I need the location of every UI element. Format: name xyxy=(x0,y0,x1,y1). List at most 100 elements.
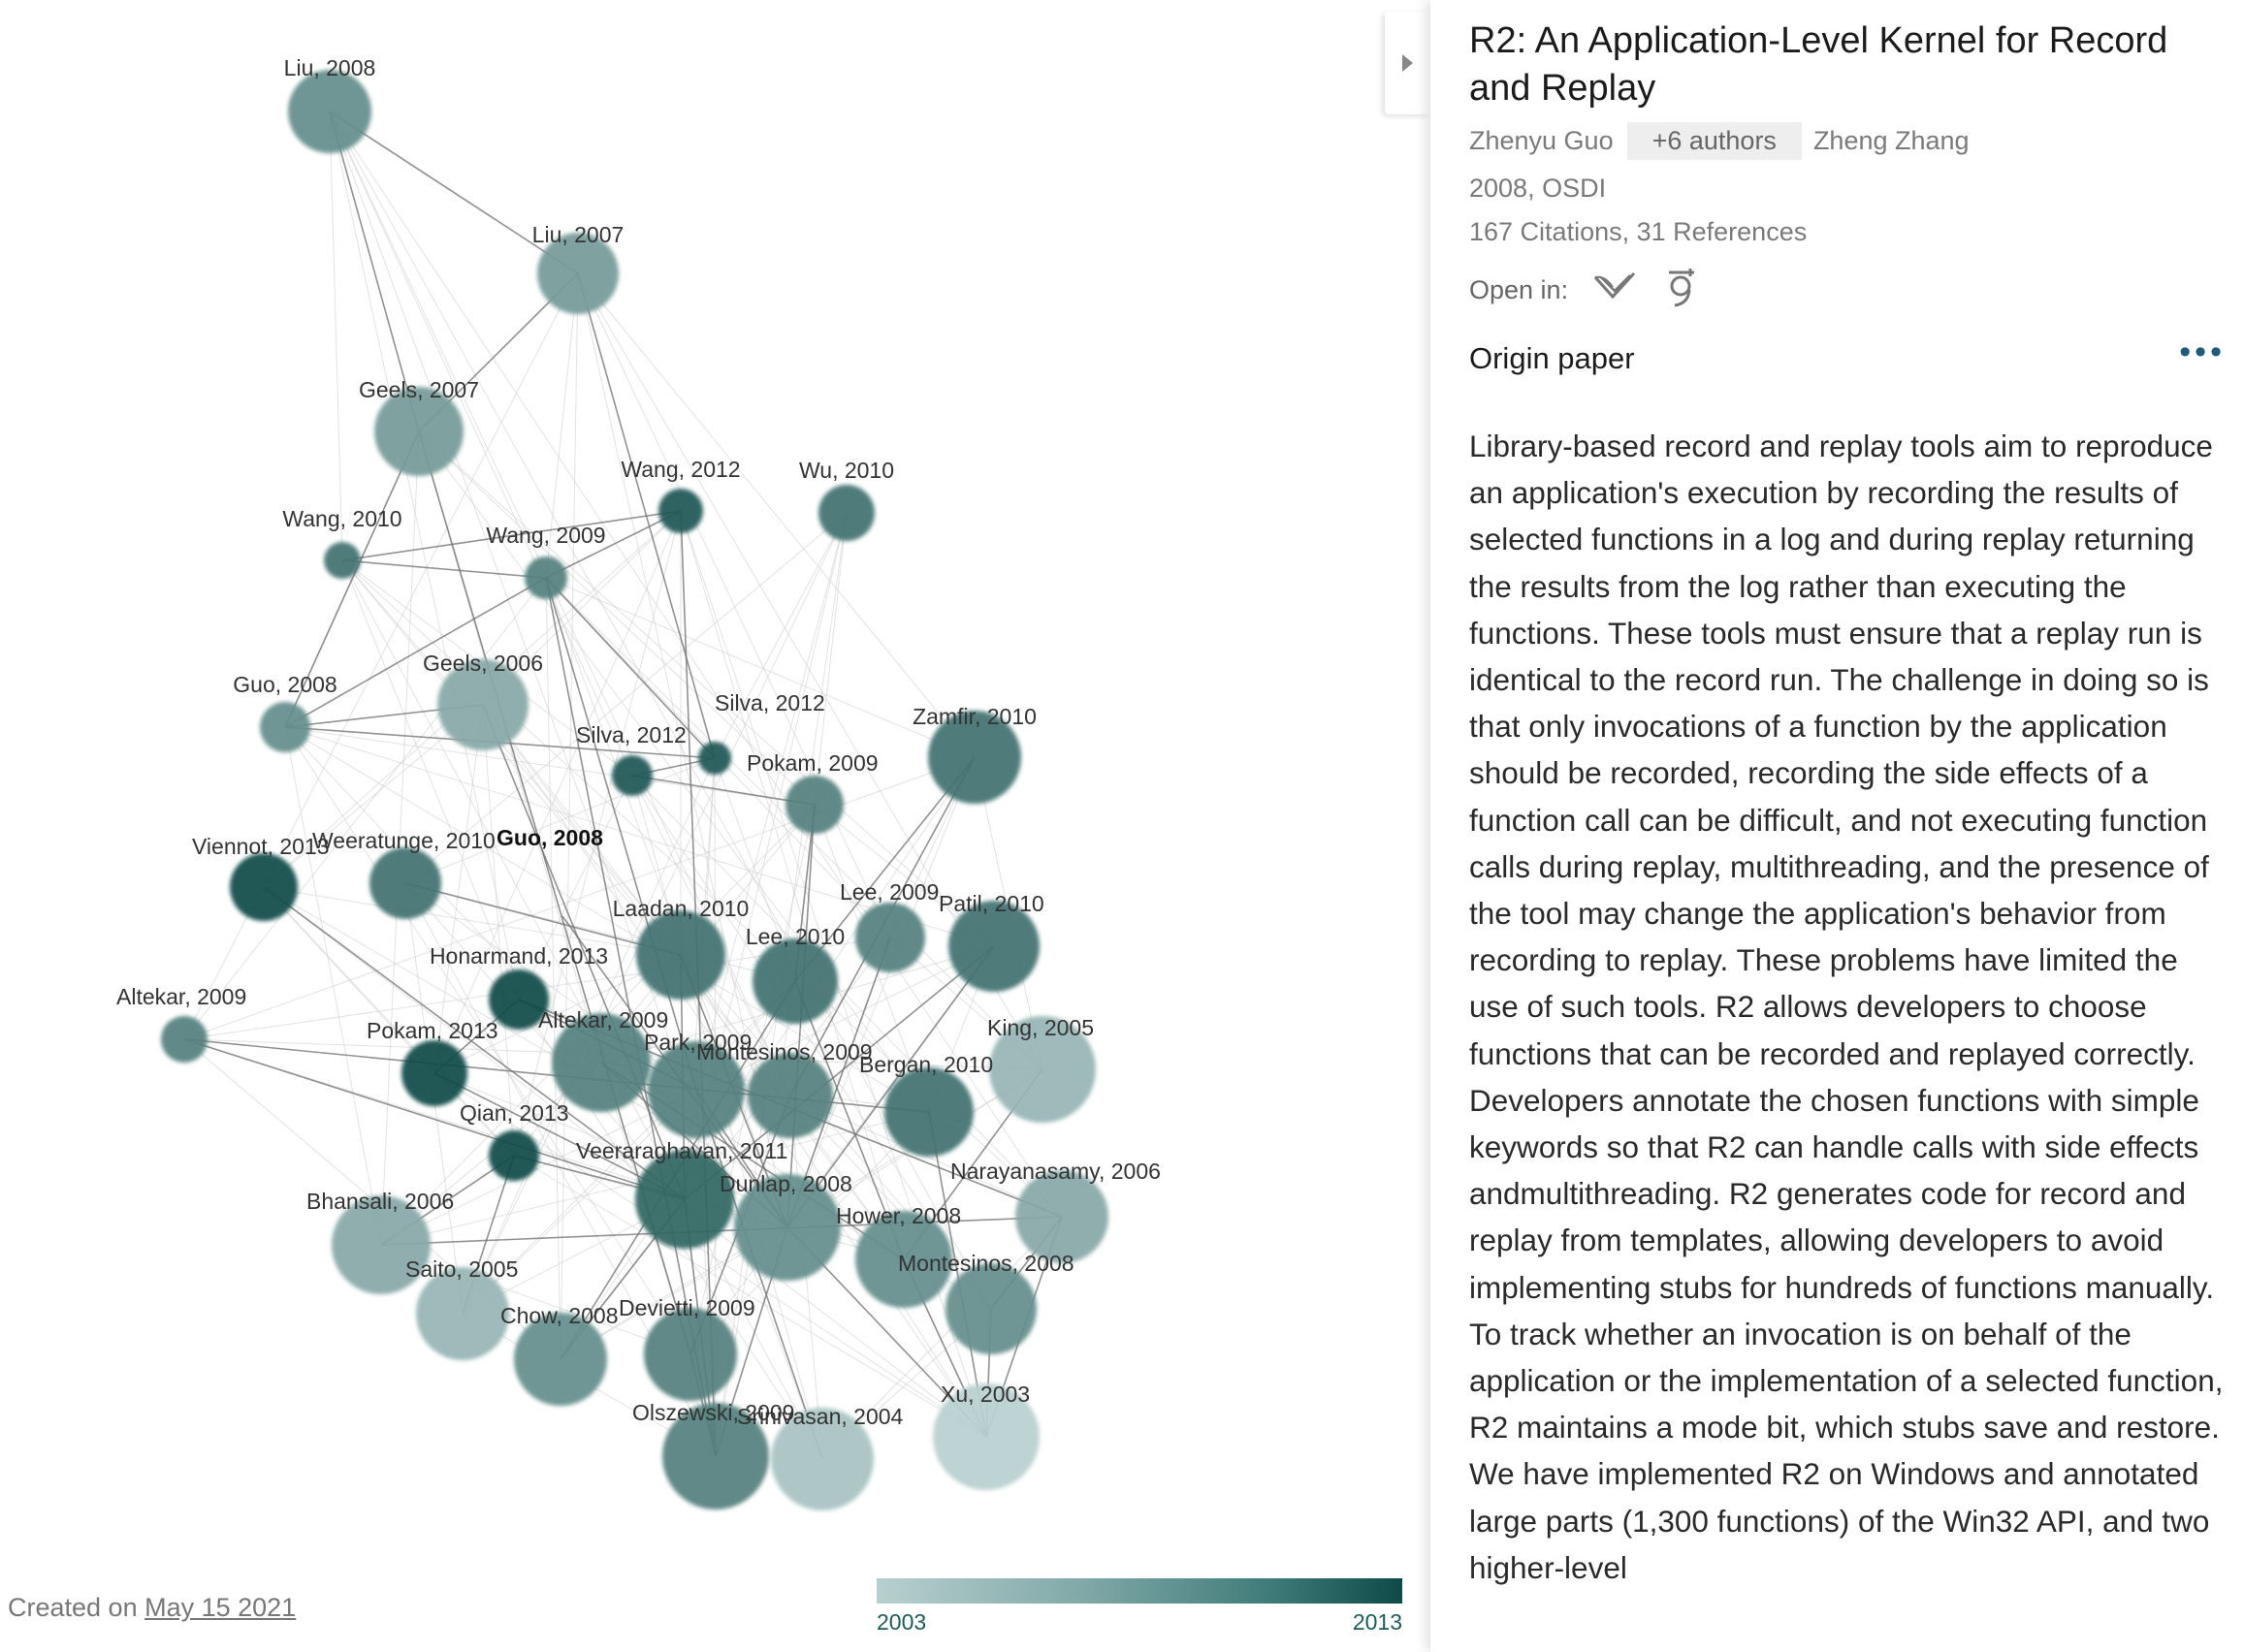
paper-node-label[interactable]: Dunlap, 2008 xyxy=(720,1171,852,1196)
paper-node[interactable] xyxy=(489,969,549,1030)
paper-node-label[interactable]: Devietti, 2009 xyxy=(619,1295,755,1320)
paper-node[interactable] xyxy=(525,556,567,599)
paper-node[interactable] xyxy=(230,853,298,921)
more-options-icon[interactable]: ••• xyxy=(2179,334,2226,370)
paper-node[interactable] xyxy=(489,1130,539,1181)
paper-node-label[interactable]: Wu, 2010 xyxy=(799,458,894,483)
paper-node-label[interactable]: Guo, 2008 xyxy=(233,672,337,697)
paper-node-label[interactable]: Narayanasamy, 2006 xyxy=(950,1159,1161,1184)
paper-node-label[interactable]: Olszewski, 2009 xyxy=(632,1400,794,1425)
paper-node[interactable] xyxy=(537,233,619,314)
paper-node[interactable] xyxy=(369,847,441,919)
citation-edge-faint xyxy=(329,111,633,777)
paper-node-label[interactable]: Honarmand, 2013 xyxy=(430,943,608,969)
author-first[interactable]: Zhenyu Guo xyxy=(1469,126,1614,155)
paper-node-label[interactable]: Viennot, 2013 xyxy=(192,834,330,859)
paper-node-label[interactable]: Chow, 2008 xyxy=(500,1303,618,1328)
paper-node[interactable] xyxy=(332,1195,431,1294)
paper-node-label[interactable]: Xu, 2003 xyxy=(941,1382,1030,1407)
citation-edge-faint xyxy=(341,559,823,1460)
paper-node-label[interactable]: Bhansali, 2006 xyxy=(306,1189,454,1214)
paper-node-label[interactable]: King, 2005 xyxy=(987,1015,1094,1040)
paper-node-label[interactable]: Patil, 2010 xyxy=(939,891,1044,916)
paper-node-label[interactable]: Srinivasan, 2004 xyxy=(737,1404,904,1429)
paper-node[interactable] xyxy=(946,1263,1037,1354)
paper-node[interactable] xyxy=(636,910,725,1000)
paper-node[interactable] xyxy=(260,702,310,752)
paper-node[interactable] xyxy=(928,711,1021,804)
paper-node[interactable] xyxy=(698,742,731,775)
paper-node[interactable] xyxy=(288,70,371,153)
paper-node[interactable] xyxy=(514,1313,607,1406)
paper-node-label[interactable]: Montesinos, 2009 xyxy=(696,1039,873,1064)
paper-node[interactable] xyxy=(644,1308,737,1401)
paper-node[interactable] xyxy=(748,1053,833,1138)
paper-node[interactable] xyxy=(818,485,875,541)
paper-node-label[interactable]: Montesinos, 2008 xyxy=(898,1251,1074,1276)
paper-node-label[interactable]: Liu, 2007 xyxy=(532,222,625,247)
paper-node-label[interactable]: Zamfir, 2010 xyxy=(913,704,1037,729)
paper-node[interactable] xyxy=(401,1040,467,1106)
paper-node-label[interactable]: Lee, 2010 xyxy=(746,924,845,949)
paper-node[interactable] xyxy=(948,901,1040,992)
semantic-scholar-icon[interactable] xyxy=(1591,268,1638,313)
paper-node[interactable] xyxy=(933,1383,1040,1490)
more-authors-button[interactable]: +6 authors xyxy=(1626,122,1802,160)
origin-node-label[interactable]: Guo, 2008 xyxy=(497,825,603,850)
paper-node[interactable] xyxy=(989,1016,1096,1123)
paper-node[interactable] xyxy=(884,1067,974,1157)
paper-node-label[interactable]: Bergan, 2010 xyxy=(859,1052,993,1077)
citation-edge-faint xyxy=(341,559,520,1001)
citation-edge-faint xyxy=(518,775,633,1001)
paper-node-label[interactable]: Altekar, 2009 xyxy=(538,1007,668,1032)
citation-edge xyxy=(545,510,682,579)
created-date-link[interactable]: May 15 2021 xyxy=(144,1593,297,1622)
paper-node-label[interactable]: Laadan, 2010 xyxy=(613,896,750,921)
author-last[interactable]: Zheng Zhang xyxy=(1812,126,1970,155)
paper-node[interactable] xyxy=(374,387,464,476)
paper-node-label[interactable]: Wang, 2009 xyxy=(486,523,605,548)
paper-node-label[interactable]: Hower, 2008 xyxy=(836,1203,961,1228)
collapse-panel-button[interactable] xyxy=(1385,12,1429,114)
paper-node[interactable] xyxy=(734,1174,841,1281)
paper-node[interactable] xyxy=(416,1267,509,1360)
paper-node[interactable] xyxy=(552,1013,651,1112)
paper-node-label[interactable]: Lee, 2009 xyxy=(840,879,939,905)
paper-node-label[interactable]: Geels, 2006 xyxy=(423,651,543,676)
paper-node[interactable] xyxy=(612,755,653,796)
paper-node[interactable] xyxy=(855,1211,952,1308)
google-scholar-icon[interactable] xyxy=(1661,265,1700,316)
citation-edge xyxy=(404,882,682,956)
citation-graph[interactable]: Liu, 2008 Liu, 2007 Geels, 2007 Wang, 2012 W… xyxy=(0,0,1430,1551)
paper-node-label[interactable]: Park, 2009 xyxy=(644,1030,752,1055)
citation-edge-faint xyxy=(789,1095,823,1460)
paper-node[interactable] xyxy=(324,542,361,579)
paper-node-label[interactable]: Weeratunge, 2010 xyxy=(312,828,496,853)
paper-node[interactable] xyxy=(662,1403,769,1509)
paper-node[interactable] xyxy=(771,1408,874,1510)
citation-edge-faint xyxy=(263,886,515,1157)
paper-node-label[interactable]: Wang, 2012 xyxy=(621,457,740,482)
paper-node-label[interactable]: Geels, 2007 xyxy=(359,377,479,402)
paper-node-label[interactable]: Qian, 2013 xyxy=(460,1100,569,1126)
paper-node[interactable] xyxy=(635,1150,734,1249)
paper-node[interactable] xyxy=(785,776,844,834)
paper-node[interactable] xyxy=(753,938,838,1024)
paper-node[interactable] xyxy=(437,659,529,750)
paper-node-label[interactable]: Silva, 2012 xyxy=(576,722,687,747)
paper-node[interactable] xyxy=(648,1041,745,1138)
citation-graph-panel[interactable]: Liu, 2008 Liu, 2007 Geels, 2007 Wang, 2012 W… xyxy=(0,0,1430,1652)
paper-node-label[interactable]: Pokam, 2013 xyxy=(367,1018,498,1043)
paper-node-label[interactable]: Altekar, 2009 xyxy=(116,984,246,1009)
citation-edge-faint xyxy=(183,577,547,1040)
paper-node-label[interactable]: Liu, 2008 xyxy=(284,55,376,80)
paper-node-label[interactable]: Wang, 2010 xyxy=(282,506,401,531)
paper-node-label[interactable]: Veeraraghavan, 2011 xyxy=(576,1138,787,1163)
paper-node[interactable] xyxy=(658,489,703,533)
paper-node-label[interactable]: Saito, 2005 xyxy=(405,1256,518,1282)
paper-node-label[interactable]: Pokam, 2009 xyxy=(747,750,879,776)
paper-node[interactable] xyxy=(1015,1170,1108,1263)
paper-node[interactable] xyxy=(855,903,925,972)
paper-node-label[interactable]: Silva, 2012 xyxy=(715,690,825,715)
paper-node[interactable] xyxy=(161,1016,208,1063)
